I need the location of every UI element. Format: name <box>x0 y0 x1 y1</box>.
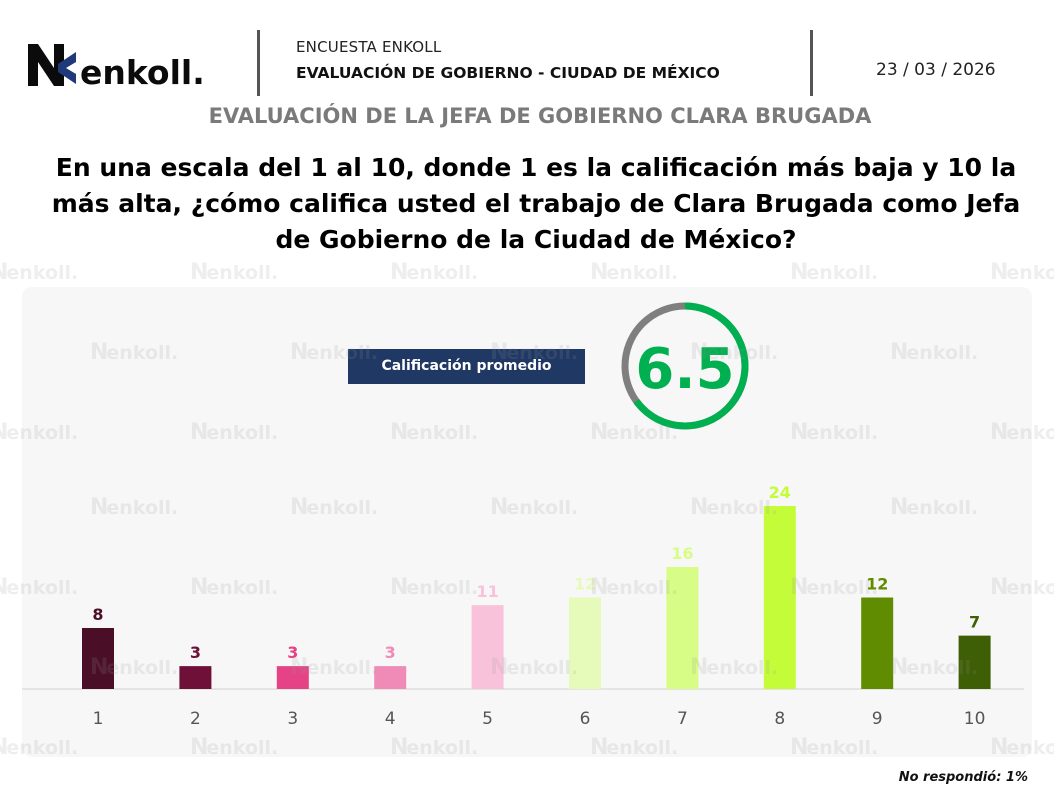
watermark-text: enkoll. <box>206 262 279 284</box>
header-divider <box>810 30 813 96</box>
bar-4 <box>374 666 407 689</box>
bar-10 <box>958 635 991 689</box>
bar-value-label-3: 3 <box>287 643 298 662</box>
logo-mark-icon <box>28 44 64 86</box>
watermark-text: enkoll. <box>6 262 79 284</box>
x-tick-label-6: 6 <box>580 709 591 729</box>
watermark-logo: Nenkoll. <box>590 260 678 285</box>
watermark-mark-icon: N <box>990 260 1008 285</box>
watermark-mark-icon: N <box>0 575 8 600</box>
bar-value-label-8: 24 <box>769 483 791 502</box>
survey-name: ENCUESTA ENKOLL <box>296 38 442 56</box>
watermark-text: enkoll. <box>1006 262 1054 284</box>
header-divider <box>257 30 260 96</box>
watermark-mark-icon: N <box>0 260 8 285</box>
x-tick-label-2: 2 <box>190 709 201 729</box>
x-tick-label-3: 3 <box>287 709 298 729</box>
bar-value-label-1: 8 <box>92 605 103 624</box>
x-tick-label-5: 5 <box>482 709 493 729</box>
bar-8 <box>763 506 796 689</box>
x-tick-label-4: 4 <box>385 709 396 729</box>
survey-title: EVALUACIÓN DE GOBIERNO - CIUDAD DE MÉXIC… <box>296 64 720 82</box>
gauge-progress-arc <box>621 302 749 430</box>
average-value: 6.5 <box>635 337 734 402</box>
bar-9 <box>861 597 894 689</box>
bar-5 <box>471 605 504 689</box>
bar-3 <box>276 666 309 689</box>
x-tick-label-10: 10 <box>964 709 986 729</box>
footnote-no-response: No respondió: 1% <box>898 770 1028 785</box>
watermark-mark-icon: N <box>190 260 208 285</box>
watermark-mark-icon: N <box>590 260 608 285</box>
watermark-mark-icon: N <box>0 735 8 760</box>
bar-value-label-9: 12 <box>866 575 888 594</box>
average-label: Calificación promedio <box>348 349 585 384</box>
watermark-text: enkoll. <box>806 262 879 284</box>
brand-name: enkoll. <box>80 53 205 92</box>
watermark-logo: Nenkoll. <box>390 260 478 285</box>
survey-date: 23 / 03 / 2026 <box>876 60 996 80</box>
bar-2 <box>179 666 212 689</box>
bar-value-label-4: 3 <box>385 643 396 662</box>
bar-value-label-5: 11 <box>476 582 498 601</box>
x-tick-label-7: 7 <box>677 709 688 729</box>
bar-6 <box>569 597 601 689</box>
watermark-mark-icon: N <box>790 260 808 285</box>
bar-value-label-7: 16 <box>671 544 693 563</box>
bar-value-label-10: 7 <box>969 613 980 632</box>
enkoll-logo: enkoll. <box>28 44 205 92</box>
watermark-logo: Nenkoll. <box>0 260 78 285</box>
watermark-mark-icon: N <box>0 420 8 445</box>
x-tick-label-9: 9 <box>872 709 883 729</box>
section-title: EVALUACIÓN DE LA JEFA DE GOBIERNO CLARA … <box>208 104 872 128</box>
bar-value-label-2: 3 <box>190 643 201 662</box>
average-gauge: 6.5 <box>621 302 749 430</box>
watermark-mark-icon: N <box>390 260 408 285</box>
x-tick-label-1: 1 <box>93 709 104 729</box>
bar-7 <box>666 567 699 689</box>
rating-bar-chart: 8 1 3 2 3 3 3 4 11 5 12 6 16 7 24 8 12 9 7 10 <box>22 483 1024 729</box>
watermark-logo: Nenkoll. <box>790 260 878 285</box>
bar-1 <box>82 628 114 689</box>
bar-value-label-6: 12 <box>574 575 596 594</box>
x-tick-label-8: 8 <box>774 709 785 729</box>
watermark-logo: Nenkoll. <box>990 260 1054 285</box>
watermark-text: enkoll. <box>406 262 479 284</box>
watermark-text: enkoll. <box>606 262 679 284</box>
survey-question: En una escala del 1 al 10, donde 1 es la… <box>51 153 1021 254</box>
watermark-logo: Nenkoll. <box>190 260 278 285</box>
